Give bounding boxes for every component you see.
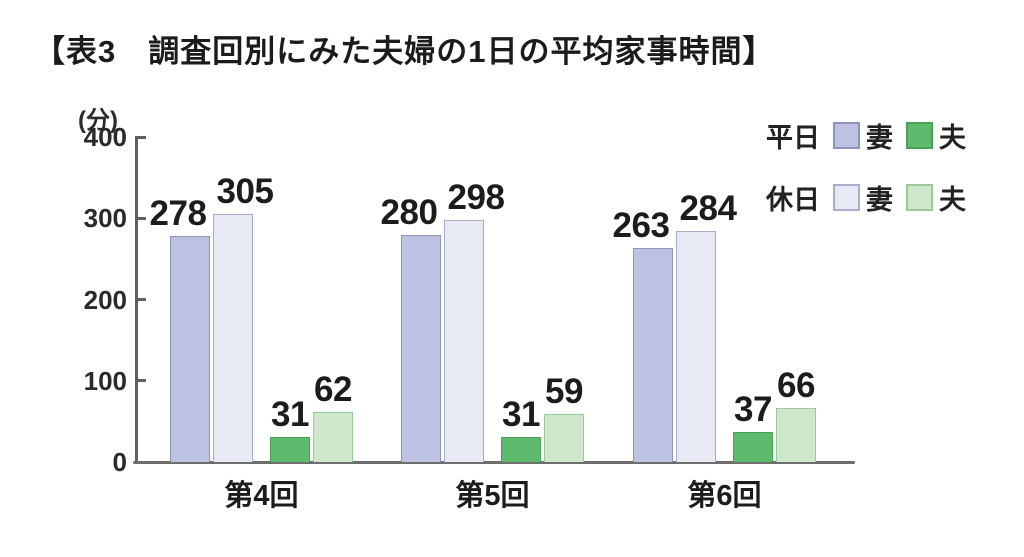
x-axis-line — [133, 461, 855, 464]
bar — [676, 231, 716, 462]
legend-entry-label: 妻 — [866, 185, 893, 215]
bar — [270, 436, 310, 462]
bar — [170, 236, 210, 462]
y-tick-label: 400 — [83, 122, 127, 152]
y-tick-mark — [135, 379, 146, 383]
bar — [313, 411, 353, 462]
y-tick-label: 0 — [112, 447, 127, 477]
bar — [544, 414, 584, 462]
bar-value-label: 62 — [314, 369, 352, 409]
y-tick-label: 100 — [83, 365, 127, 396]
legend-period-label: 平日 — [766, 123, 820, 153]
bar — [444, 219, 484, 462]
bar-value-label: 59 — [545, 372, 583, 412]
legend-swatch — [906, 184, 933, 211]
legend-row: 休日 妻 夫 — [766, 178, 979, 217]
bar-value-label: 284 — [679, 189, 737, 229]
bar-value-label: 278 — [149, 194, 207, 234]
y-tick-mark — [135, 216, 146, 220]
bar — [401, 234, 441, 462]
bar-value-label: 37 — [734, 389, 772, 429]
bar-value-label: 66 — [777, 366, 815, 406]
bar-value-label: 305 — [216, 172, 274, 212]
legend-swatch — [833, 184, 860, 211]
legend-swatch — [833, 122, 860, 149]
x-axis-category-label: 第4回 — [224, 480, 299, 512]
bar — [733, 431, 773, 462]
bar — [501, 436, 541, 462]
y-tick-mark — [135, 298, 146, 301]
bar-value-label: 263 — [612, 206, 670, 246]
legend-entry-label: 夫 — [939, 185, 966, 215]
legend-entry-label: 妻 — [866, 123, 893, 153]
bar — [776, 408, 816, 462]
legend-row: 平日 妻 夫 — [766, 116, 979, 155]
y-axis-unit-label: (分) — [78, 107, 118, 134]
bar-value-label: 31 — [502, 394, 540, 434]
bar — [213, 214, 253, 462]
chart-title: 【表3 調査回別にみた夫婦の1日の平均家事時間】 — [34, 34, 775, 69]
bar-value-label: 31 — [271, 394, 309, 434]
y-tick-label: 300 — [83, 203, 127, 234]
bar-value-label: 298 — [447, 177, 505, 217]
legend-entry-label: 夫 — [939, 123, 966, 153]
x-axis-category-label: 第6回 — [687, 480, 762, 512]
bar-value-label: 280 — [380, 192, 438, 232]
y-tick-mark — [135, 135, 146, 139]
legend-period-label: 休日 — [766, 185, 820, 215]
bar — [633, 248, 673, 462]
y-tick-label: 200 — [83, 284, 127, 315]
legend: 平日妻夫休日妻夫 — [766, 116, 979, 217]
x-axis-category-label: 第5回 — [455, 480, 530, 512]
legend-swatch — [906, 122, 933, 149]
